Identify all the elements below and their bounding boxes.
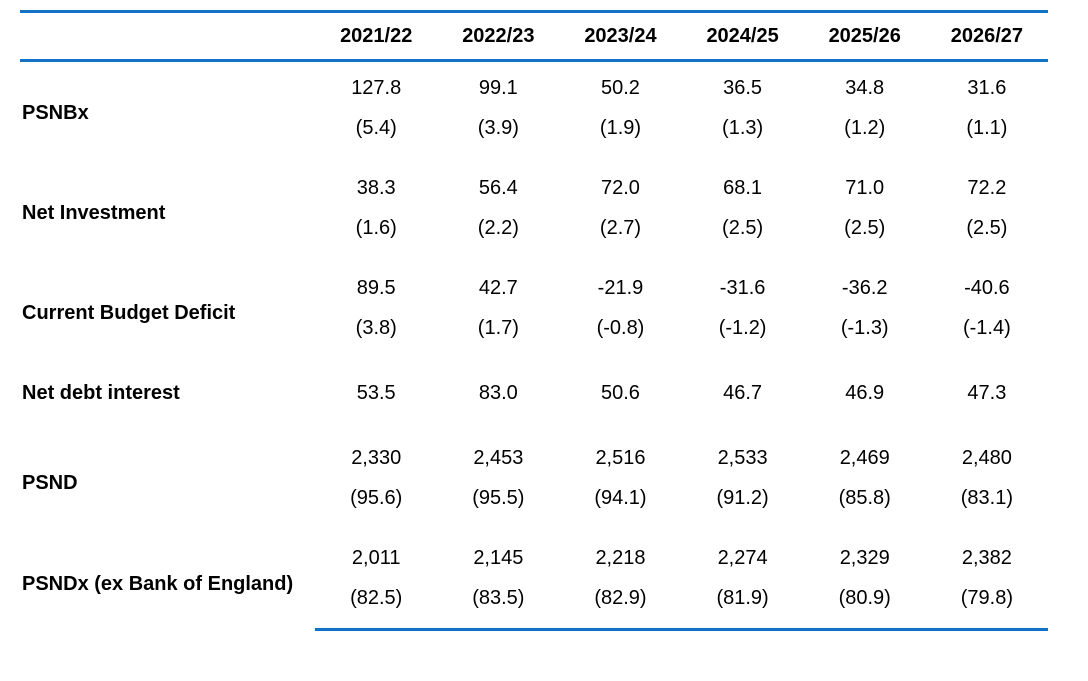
cell: (-1.2) (682, 308, 804, 358)
cell: (3.8) (315, 308, 437, 358)
cell: 2,329 (804, 528, 926, 578)
page: 2021/22 2022/23 2023/24 2024/25 2025/26 … (0, 0, 1088, 681)
cell: (83.1) (926, 478, 1048, 528)
cell: 89.5 (315, 258, 437, 308)
cell: (2.2) (437, 208, 559, 258)
cell: (95.5) (437, 478, 559, 528)
cell: 53.5 (315, 358, 437, 428)
cell: 38.3 (315, 158, 437, 208)
row-label-psndx-ex-boe: PSNDx (ex Bank of England) (20, 528, 315, 630)
cell: 56.4 (437, 158, 559, 208)
cell: (1.9) (559, 108, 681, 158)
cell: 47.3 (926, 358, 1048, 428)
row-label-psnbx: PSNBx (20, 61, 315, 159)
col-header: 2021/22 (315, 12, 437, 61)
table-row: PSNBx 127.8 99.1 50.2 36.5 34.8 31.6 (20, 61, 1048, 109)
cell: (85.8) (804, 478, 926, 528)
cell: 127.8 (315, 61, 437, 109)
col-header: 2025/26 (804, 12, 926, 61)
cell: (1.2) (804, 108, 926, 158)
cell: (91.2) (682, 478, 804, 528)
cell: 42.7 (437, 258, 559, 308)
fiscal-forecast-table: 2021/22 2022/23 2023/24 2024/25 2025/26 … (20, 10, 1048, 631)
cell: (82.9) (559, 578, 681, 630)
cell: (2.5) (682, 208, 804, 258)
cell: 50.6 (559, 358, 681, 428)
cell: 46.7 (682, 358, 804, 428)
cell: -31.6 (682, 258, 804, 308)
cell: 83.0 (437, 358, 559, 428)
cell: 71.0 (804, 158, 926, 208)
cell: (81.9) (682, 578, 804, 630)
cell: (2.7) (559, 208, 681, 258)
cell: (2.5) (804, 208, 926, 258)
cell: (3.9) (437, 108, 559, 158)
cell: (80.9) (804, 578, 926, 630)
cell: 68.1 (682, 158, 804, 208)
cell: -40.6 (926, 258, 1048, 308)
cell: (94.1) (559, 478, 681, 528)
table-header-row: 2021/22 2022/23 2023/24 2024/25 2025/26 … (20, 12, 1048, 61)
table-row: Net debt interest 53.5 83.0 50.6 46.7 46… (20, 358, 1048, 428)
cell: (-0.8) (559, 308, 681, 358)
cell: 36.5 (682, 61, 804, 109)
table-row: Net Investment 38.3 56.4 72.0 68.1 71.0 … (20, 158, 1048, 208)
cell: 2,218 (559, 528, 681, 578)
cell: 2,382 (926, 528, 1048, 578)
cell: 2,480 (926, 428, 1048, 478)
table-row: PSNDx (ex Bank of England) 2,011 2,145 2… (20, 528, 1048, 578)
cell: 2,330 (315, 428, 437, 478)
cell: 72.2 (926, 158, 1048, 208)
cell: -21.9 (559, 258, 681, 308)
cell: (1.1) (926, 108, 1048, 158)
cell: (1.3) (682, 108, 804, 158)
cell: 2,453 (437, 428, 559, 478)
cell: 31.6 (926, 61, 1048, 109)
cell: 2,469 (804, 428, 926, 478)
cell: (1.6) (315, 208, 437, 258)
cell: 50.2 (559, 61, 681, 109)
cell: 2,274 (682, 528, 804, 578)
col-header: 2022/23 (437, 12, 559, 61)
header-blank (20, 12, 315, 61)
cell: (79.8) (926, 578, 1048, 630)
row-label-current-budget-deficit: Current Budget Deficit (20, 258, 315, 358)
cell: (-1.3) (804, 308, 926, 358)
cell: 46.9 (804, 358, 926, 428)
col-header: 2023/24 (559, 12, 681, 61)
table-row: PSND 2,330 2,453 2,516 2,533 2,469 2,480 (20, 428, 1048, 478)
row-label-net-investment: Net Investment (20, 158, 315, 258)
cell: (1.7) (437, 308, 559, 358)
cell: 34.8 (804, 61, 926, 109)
cell: 99.1 (437, 61, 559, 109)
row-label-net-debt-interest: Net debt interest (20, 358, 315, 428)
cell: (83.5) (437, 578, 559, 630)
cell: (5.4) (315, 108, 437, 158)
cell: 2,145 (437, 528, 559, 578)
col-header: 2024/25 (682, 12, 804, 61)
cell: (82.5) (315, 578, 437, 630)
row-label-psnd: PSND (20, 428, 315, 528)
table-row: Current Budget Deficit 89.5 42.7 -21.9 -… (20, 258, 1048, 308)
col-header: 2026/27 (926, 12, 1048, 61)
cell: (95.6) (315, 478, 437, 528)
cell: 72.0 (559, 158, 681, 208)
cell: (2.5) (926, 208, 1048, 258)
cell: (-1.4) (926, 308, 1048, 358)
cell: 2,011 (315, 528, 437, 578)
cell: 2,516 (559, 428, 681, 478)
cell: 2,533 (682, 428, 804, 478)
cell: -36.2 (804, 258, 926, 308)
